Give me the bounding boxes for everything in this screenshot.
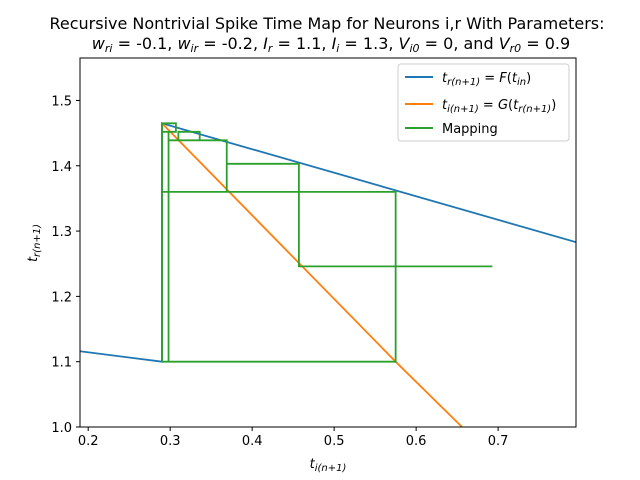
legend-label-mapping: Mapping bbox=[442, 122, 498, 137]
x-tick-label: 0.7 bbox=[488, 434, 509, 449]
series-mapping-line bbox=[161, 122, 493, 363]
y-tick-label: 1.2 bbox=[51, 290, 72, 305]
series-G-line bbox=[161, 122, 463, 427]
plot-area bbox=[80, 122, 576, 427]
chart-title-line-1: Recursive Nontrivial Spike Time Map for … bbox=[49, 14, 604, 33]
y-tick-label: 1.4 bbox=[51, 160, 72, 175]
x-tick-label: 0.2 bbox=[78, 434, 99, 449]
legend-box bbox=[397, 63, 570, 142]
legend: tr(n+1) = F(tin) ti(n+1) = G(tr(n+1)) Ma… bbox=[397, 63, 570, 142]
x-axis-label: ti(n+1) bbox=[310, 457, 347, 474]
legend-label-G: ti(n+1) = G(tr(n+1)) bbox=[442, 98, 556, 115]
y-tick-label: 1.3 bbox=[51, 225, 72, 240]
x-tick-label: 0.3 bbox=[160, 434, 181, 449]
y-axis-label: tr(n+1) bbox=[26, 224, 43, 262]
y-tick-label: 1.1 bbox=[51, 356, 72, 371]
chart-title-line-2: wri = -0.1, wir = -0.2, Ir = 1.1, Ii = 1… bbox=[92, 34, 570, 55]
x-tick-label: 0.6 bbox=[406, 434, 427, 449]
plot-frame bbox=[79, 57, 577, 428]
legend-label-F: tr(n+1) = F(tin) bbox=[442, 71, 531, 88]
x-tick-label: 0.4 bbox=[242, 434, 263, 449]
y-tick-label: 1.5 bbox=[51, 94, 72, 109]
y-tick-label: 1.0 bbox=[51, 421, 72, 436]
x-tick-label: 0.5 bbox=[324, 434, 345, 449]
series-F-line bbox=[80, 122, 576, 363]
